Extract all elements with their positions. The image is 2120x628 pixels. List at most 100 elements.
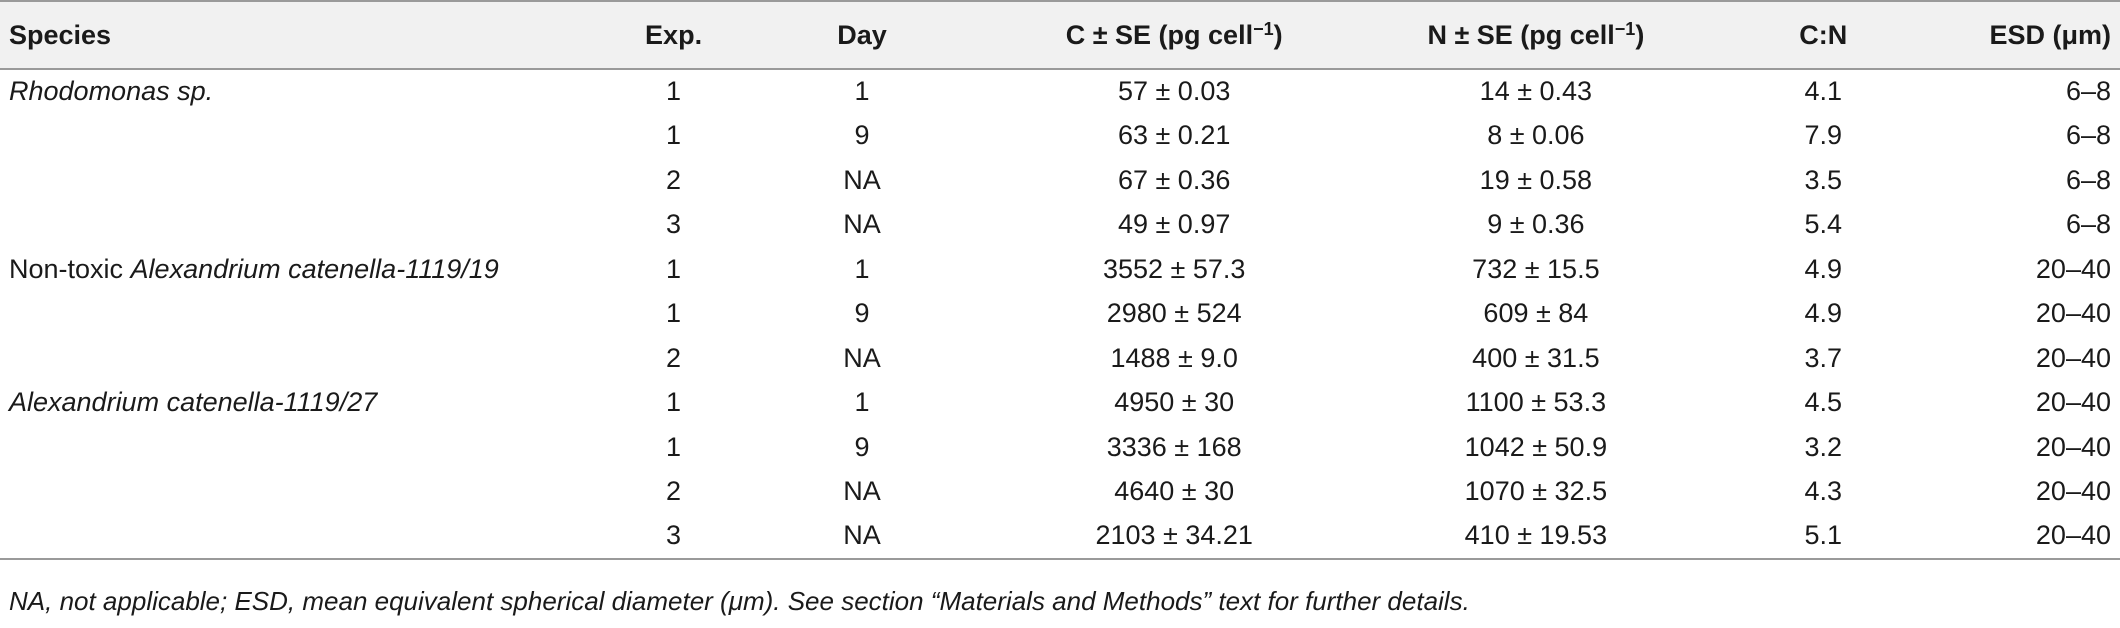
cell-esd: 20–40 [2035,476,2111,507]
header-carbon: C ± SE (pg cell−1) [1000,0,1348,70]
cell-nitrogen: 9 ± 0.36 [1487,209,1585,240]
table-row: 3 NA 2103 ± 34.21 410 ± 19.53 5.1 20–40 [0,514,2120,560]
cell-day: 1 [854,76,870,107]
cell-day: NA [723,514,1001,560]
header-carbon-text: C ± SE (pg cell [1065,19,1254,50]
species-name: Rhodomonas sp. [9,76,214,107]
header-carbon-close: ) [1273,19,1283,50]
header-nitrogen-text: N ± SE (pg cell [1427,19,1615,50]
table-header: Species Exp. Day C ± SE (pg cell−1) N ± … [0,0,2120,70]
cell-esd: 20–40 [2035,431,2111,462]
cell-exp: 2 [666,342,682,373]
cell-cn-ratio: 4.3 [1804,476,1843,507]
header-nitrogen-sup: −1 [1614,18,1636,39]
cell-cn-ratio: 4.9 [1804,298,1843,329]
species-name: Alexandrium catenella-1119/19 [130,253,499,284]
cell-exp: 3 [666,209,682,240]
cell-exp: 1 [666,298,682,329]
cell-cn-ratio: 3.2 [1804,431,1843,462]
species-name: Alexandrium catenella-1119/27 [9,387,378,418]
cell-nitrogen: 609 ± 84 [1483,298,1589,329]
cell-carbon: 2980 ± 524 [1106,298,1242,329]
table-row: 2 NA 4640 ± 30 1070 ± 32.5 4.3 20–40 [0,470,2120,515]
table-body: Rhodomonas sp. 1 1 57 ± 0.03 14 ± 0.43 4.1 6–8… [0,69,2120,560]
table-row: 2 NA 1488 ± 9.0 400 ± 31.5 3.7 20–40 [0,336,2120,381]
cell-species [0,514,624,560]
header-day: Day [723,0,1001,70]
cell-exp: 1 [666,76,682,107]
cell-carbon: 1488 ± 9.0 [1110,342,1238,373]
cell-species [0,336,624,381]
cell-species: Alexandrium catenella-1119/27 [0,381,624,426]
cell-day: 1 [854,387,870,418]
header-row: Species Exp. Day C ± SE (pg cell−1) N ± … [0,0,2120,70]
cell-species: Non-toxic Alexandrium catenella-1119/19 [0,247,624,292]
cell-esd: 20–40 [2035,298,2111,329]
table-row: 3 NA 49 ± 0.97 9 ± 0.36 5.4 6–8 [0,203,2120,248]
header-nitrogen-close: ) [1635,19,1645,50]
data-table: Species Exp. Day C ± SE (pg cell−1) N ± … [0,0,2120,560]
cell-nitrogen: 1042 ± 50.9 [1464,431,1608,462]
species-prefix: Non-toxic [9,253,131,284]
cell-carbon: 3336 ± 168 [1106,431,1242,462]
header-carbon-sup: −1 [1253,18,1274,39]
cell-species [0,114,624,159]
cell-nitrogen: 14 ± 0.43 [1479,76,1593,107]
cell-nitrogen: 1070 ± 32.5 [1464,476,1608,507]
cell-species: Rhodomonas sp. [0,69,624,114]
cell-exp: 1 [666,120,682,151]
cell-esd: 6–8 [2065,164,2111,195]
header-cn-ratio: C:N [1724,0,1923,70]
cell-cn-ratio: 3.5 [1804,164,1843,195]
cell-cn-ratio: 7.9 [1804,120,1843,151]
cell-day: 1 [854,253,870,284]
cell-esd: 6–8 [2065,209,2111,240]
cell-day: NA [843,476,881,507]
cell-cn-ratio: 4.9 [1804,253,1843,284]
table-row: 1 9 63 ± 0.21 8 ± 0.06 7.9 6–8 [0,114,2120,159]
cell-carbon: 63 ± 0.21 [1117,120,1231,151]
cell-day: 9 [854,298,870,329]
header-nitrogen: N ± SE (pg cell−1) [1347,0,1725,70]
cell-esd: 20–40 [2035,387,2111,418]
cell-species [0,203,624,248]
table-row: 2 NA 67 ± 0.36 19 ± 0.58 3.5 6–8 [0,158,2120,203]
cell-esd: 6–8 [2065,120,2111,151]
cell-carbon: 57 ± 0.03 [1117,76,1231,107]
cell-day: NA [843,164,881,195]
cell-species [0,425,624,470]
cell-nitrogen: 8 ± 0.06 [1487,120,1585,151]
table-footnote: NA, not applicable; ESD, mean equivalent… [9,586,1470,616]
cell-esd: 20–40 [1922,514,2120,560]
cell-carbon: 49 ± 0.97 [1117,209,1231,240]
cell-day: NA [843,342,881,373]
cell-cn-ratio: 4.1 [1804,76,1843,107]
cell-species [0,470,624,515]
cell-cn-ratio: 5.1 [1724,514,1923,560]
header-species: Species [0,0,624,70]
table-row: Rhodomonas sp. 1 1 57 ± 0.03 14 ± 0.43 4.1 6–8 [0,69,2120,114]
cell-nitrogen: 1100 ± 53.3 [1465,387,1607,418]
cell-carbon: 4640 ± 30 [1114,476,1235,507]
cell-nitrogen: 410 ± 19.53 [1347,514,1725,560]
cell-species [0,292,624,337]
table-row: 1 9 2980 ± 524 609 ± 84 4.9 20–40 [0,292,2120,337]
cell-nitrogen: 19 ± 0.58 [1479,164,1593,195]
cell-carbon: 3552 ± 57.3 [1102,253,1246,284]
cell-exp: 1 [666,253,682,284]
cell-species [0,158,624,203]
cell-nitrogen: 400 ± 31.5 [1472,342,1600,373]
header-esd: ESD (μm) [1922,0,2120,70]
table-row: Non-toxic Alexandrium catenella-1119/19 1… [0,247,2120,292]
cell-day: 9 [854,120,870,151]
cell-exp: 1 [666,431,682,462]
cell-day: 9 [854,431,870,462]
cell-cn-ratio: 5.4 [1804,209,1843,240]
cell-cn-ratio: 3.7 [1804,342,1843,373]
cell-nitrogen: 732 ± 15.5 [1472,253,1600,284]
table-row: 1 9 3336 ± 168 1042 ± 50.9 3.2 20–40 [0,425,2120,470]
cell-exp: 1 [666,387,682,418]
cell-esd: 20–40 [2035,342,2111,373]
cell-exp: 2 [666,164,682,195]
